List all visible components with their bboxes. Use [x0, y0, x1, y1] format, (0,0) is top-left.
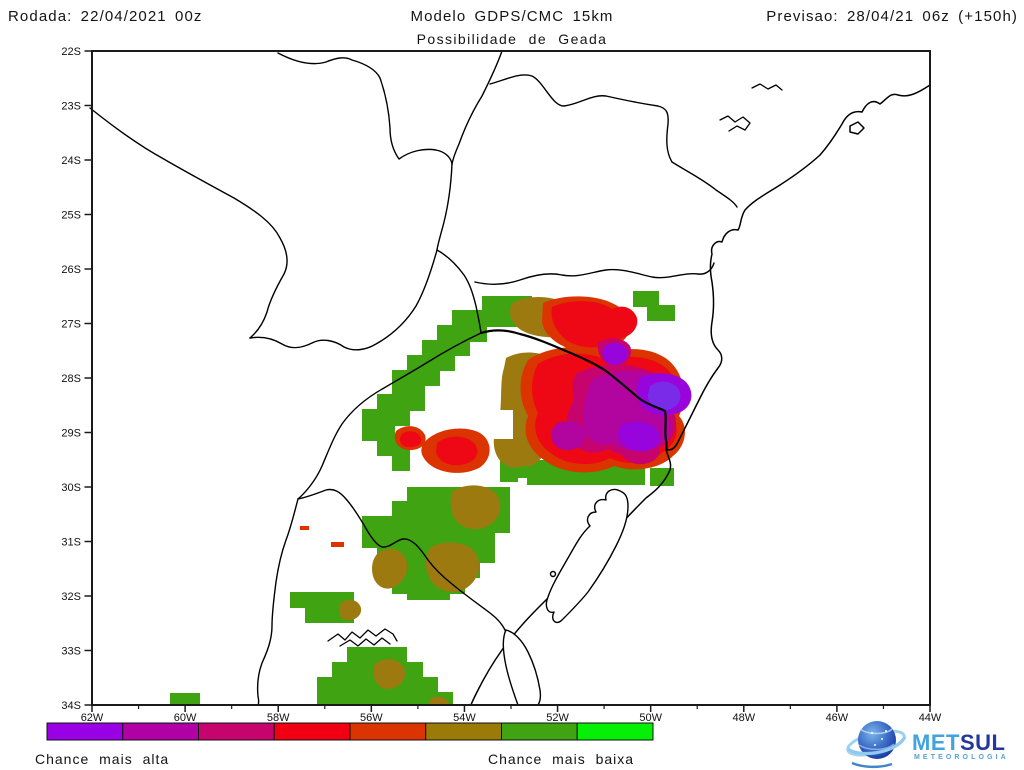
lon-tick-label: 44W — [919, 712, 942, 724]
axis-ticks: 22S23S24S25S26S27S28S29S30S31S32S33S34S6… — [61, 46, 942, 724]
logo-sul-text: SUL — [959, 730, 1006, 755]
lat-tick-label: 30S — [61, 482, 81, 494]
frost-green-cell — [290, 592, 354, 608]
border-brazil-paraguay — [277, 52, 453, 165]
lon-tick-label: 58W — [267, 712, 290, 724]
model-run-label: Rodada: 22/04/2021 00z — [8, 8, 203, 25]
colorbar-segment — [273, 722, 351, 741]
lon-tick-label: 48W — [732, 712, 755, 724]
lat-tick-label: 24S — [61, 155, 81, 167]
island-sao-sebastiao — [849, 121, 865, 135]
lat-tick-label: 23S — [61, 101, 81, 113]
no-data-hole — [487, 410, 513, 439]
colorbar-segment — [198, 722, 275, 741]
frost-green-cell — [170, 693, 200, 705]
border-sp-pr — [489, 74, 738, 208]
lagoa-mirim — [502, 629, 542, 706]
metsul-wordmark: METSUL — [912, 730, 1005, 756]
legend-low-label: Chance mais baixa — [488, 751, 635, 767]
colorbar-segment — [425, 722, 502, 741]
probability-colorbar — [46, 722, 654, 741]
lon-tick-label: 62W — [81, 712, 104, 724]
country-state-borders — [89, 50, 738, 706]
lat-tick-label: 25S — [61, 210, 81, 222]
colorbar-segment — [349, 722, 427, 741]
colorbar-segment — [122, 722, 199, 741]
lat-tick-label: 22S — [61, 46, 81, 58]
forecast-valid-label: Previsao: 28/04/21 06z (+150h) — [766, 8, 1018, 25]
pelotas-river-border — [479, 329, 669, 452]
border-parana-river-posadas — [249, 249, 438, 351]
frost-green-cell — [633, 291, 659, 307]
border-brazil-uruguay — [297, 488, 507, 633]
frost-green-cell — [362, 425, 395, 441]
logo-met-text: MET — [912, 730, 960, 755]
metsul-logo: METSUL METEOROLOGIA — [846, 714, 1022, 770]
frost-green-cell — [347, 647, 407, 663]
lagoa-dos-patos — [545, 488, 629, 624]
lon-tick-label: 56W — [360, 712, 383, 724]
frost-green-cell — [437, 325, 487, 342]
globe-icon — [846, 721, 907, 769]
lat-tick-label: 33S — [61, 646, 81, 658]
lon-tick-label: 54W — [453, 712, 476, 724]
frost-green-cell — [362, 409, 410, 426]
frost-green-cell — [407, 355, 455, 371]
lon-tick-label: 52W — [546, 712, 569, 724]
border-parana-river-itaipu — [436, 163, 453, 251]
frost-green-cell — [650, 468, 674, 486]
border-uruguay-river-upper — [297, 332, 482, 500]
frost-green-cell — [317, 692, 453, 705]
lat-tick-label: 28S — [61, 373, 81, 385]
logo-meteorologia-text: METEOROLOGIA — [914, 754, 1009, 761]
lon-tick-label: 50W — [639, 712, 662, 724]
lon-tick-label: 46W — [826, 712, 849, 724]
model-name-label: Modelo GDPS/CMC 15km — [410, 8, 614, 25]
border-sc-pr — [474, 262, 715, 285]
lat-tick-label: 26S — [61, 264, 81, 276]
border-misiones-brazil — [436, 249, 482, 334]
frost-level-violet-core — [647, 381, 681, 411]
frost-green-cell — [392, 370, 440, 386]
lat-tick-label: 27S — [61, 319, 81, 331]
map-title: Possibilidade de Geada — [416, 31, 608, 47]
lat-tick-label: 31S — [61, 537, 81, 549]
frost-green-cell — [392, 455, 410, 471]
lat-tick-label: 29S — [61, 428, 81, 440]
legend-high-label: Chance mais alta — [35, 751, 170, 767]
lon-tick-label: 60W — [174, 712, 197, 724]
colorbar-segment — [576, 722, 654, 741]
frost-green-cell — [317, 677, 438, 693]
frost-green-cell — [377, 394, 425, 411]
frost-green-cell — [362, 531, 495, 548]
colorbar-segment — [501, 722, 578, 741]
border-uruguay-river-lower — [256, 498, 299, 706]
border-parana-river-upper — [451, 50, 503, 165]
border-argentina-paraguay — [89, 107, 288, 339]
lat-tick-label: 32S — [61, 591, 81, 603]
frost-green-cell — [647, 305, 675, 321]
frost-green-cell — [407, 592, 450, 600]
inland-reservoirs — [327, 83, 783, 647]
colorbar-segment — [46, 722, 124, 741]
lat-tick-label: 34S — [61, 700, 81, 712]
